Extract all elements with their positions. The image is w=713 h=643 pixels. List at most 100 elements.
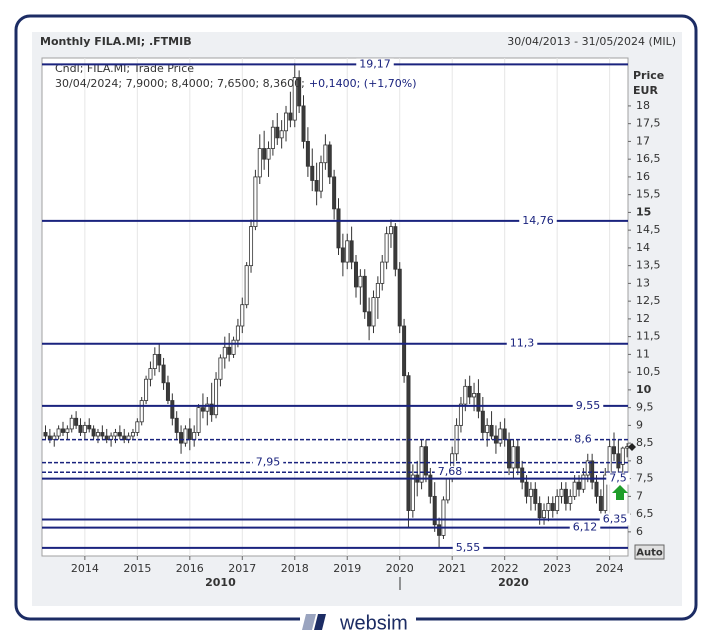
candle-body xyxy=(262,148,267,160)
legend-line: 30/04/2024; 7,9000; 8,4000; 7,6500; 8,36… xyxy=(55,77,305,90)
auto-button-box[interactable] xyxy=(634,544,665,560)
y-tick-label: 16 xyxy=(636,170,650,183)
candle-body xyxy=(410,474,415,511)
level-label: 11,3 xyxy=(510,337,535,350)
y-tick-label: 14,5 xyxy=(636,223,661,236)
level-label-bg xyxy=(599,513,631,526)
level-label: 7,68 xyxy=(438,465,463,478)
candle-body xyxy=(419,446,424,483)
candle-body xyxy=(388,226,393,235)
candle-body xyxy=(353,261,358,288)
candle-body xyxy=(515,446,520,469)
candle-body xyxy=(253,176,258,228)
logo-mark xyxy=(302,614,316,630)
candle-body xyxy=(275,126,280,139)
candle-body xyxy=(345,240,350,263)
level-label-bg xyxy=(519,214,557,227)
candle-body xyxy=(585,460,590,476)
auto-button[interactable]: Auto xyxy=(634,544,665,560)
chart-title: Monthly FILA.MI; .FTMIB xyxy=(40,35,192,48)
candle-body xyxy=(144,378,149,401)
candle-body xyxy=(249,226,254,267)
candle-body xyxy=(205,403,210,412)
y-tick-label: 9,5 xyxy=(636,401,654,414)
candle-body xyxy=(209,403,214,416)
candle-body xyxy=(327,144,332,178)
candle-body xyxy=(572,481,577,497)
candle-body xyxy=(542,510,547,519)
candle-body xyxy=(598,495,603,511)
candle-body xyxy=(511,446,516,469)
candle-body xyxy=(402,325,407,377)
candle-body xyxy=(305,141,310,167)
candle-body xyxy=(340,247,345,263)
candle-body xyxy=(235,325,240,341)
level-label: 9,55 xyxy=(576,399,601,412)
level-label-bg xyxy=(606,472,630,485)
candle-body xyxy=(485,424,490,433)
level-label-bg xyxy=(506,337,538,350)
candle-body xyxy=(441,499,446,536)
candle-body xyxy=(297,77,302,107)
decade-label: 2010 xyxy=(205,576,236,589)
candle-body xyxy=(463,385,468,405)
logo-mark xyxy=(314,614,326,630)
level-label: 6,12 xyxy=(573,521,598,534)
candle-body xyxy=(152,353,157,369)
candle-body xyxy=(279,130,284,139)
candle-body xyxy=(489,424,494,437)
candle-body xyxy=(384,233,389,263)
candle-body xyxy=(43,432,48,437)
candle-body xyxy=(174,417,179,433)
y-tick-label: 11 xyxy=(636,347,650,360)
level-label-bg xyxy=(434,466,466,479)
candle-body xyxy=(375,282,380,298)
y-tick-label: 7 xyxy=(636,489,643,502)
candle-body xyxy=(358,275,363,288)
candle-body xyxy=(87,424,92,430)
candle-body xyxy=(292,77,297,121)
candle-body xyxy=(594,481,599,497)
candle-body xyxy=(528,488,533,497)
candle-body xyxy=(148,368,153,380)
candle-body xyxy=(480,410,485,433)
up-arrow xyxy=(612,485,628,500)
candle-body xyxy=(270,126,275,149)
candle-body xyxy=(458,403,463,426)
x-tick-label: 2023 xyxy=(543,562,571,575)
level-label: 5,55 xyxy=(456,541,481,554)
y-unit: EUR xyxy=(633,84,658,97)
candle-body xyxy=(240,304,245,327)
legend-change: +0,1400; (+1,70%) xyxy=(309,77,417,90)
candle-body xyxy=(524,481,529,497)
plot-area xyxy=(41,57,629,557)
level-label: 14,76 xyxy=(522,214,554,227)
candle-body xyxy=(310,165,315,181)
candle-body xyxy=(520,467,525,483)
candle-body xyxy=(406,375,411,511)
candle-body xyxy=(336,208,341,249)
candle-body xyxy=(568,495,573,504)
x-tick-label: 2022 xyxy=(491,562,519,575)
candle-body xyxy=(467,385,472,398)
candle-body xyxy=(546,503,551,511)
candle-body xyxy=(91,428,96,437)
candle-body xyxy=(117,432,122,437)
candle-body xyxy=(56,428,61,437)
candle-body xyxy=(507,439,512,469)
level-label: 7,5 xyxy=(609,472,627,485)
candle-body xyxy=(104,435,109,440)
candle-body xyxy=(214,378,219,416)
candle-body xyxy=(616,453,621,469)
y-tick-label: 8 xyxy=(636,454,643,467)
y-tick-label: 8,5 xyxy=(636,436,654,449)
candle-body xyxy=(620,447,625,465)
y-tick-label: 10,5 xyxy=(636,365,661,378)
candle-body xyxy=(362,275,367,313)
candle-body xyxy=(113,432,118,437)
auto-button-label[interactable]: Auto xyxy=(636,548,663,559)
candle-body xyxy=(192,432,197,440)
candle-body xyxy=(122,435,127,440)
level-label-bg xyxy=(571,433,595,446)
y-tick-label: 6,5 xyxy=(636,507,654,520)
